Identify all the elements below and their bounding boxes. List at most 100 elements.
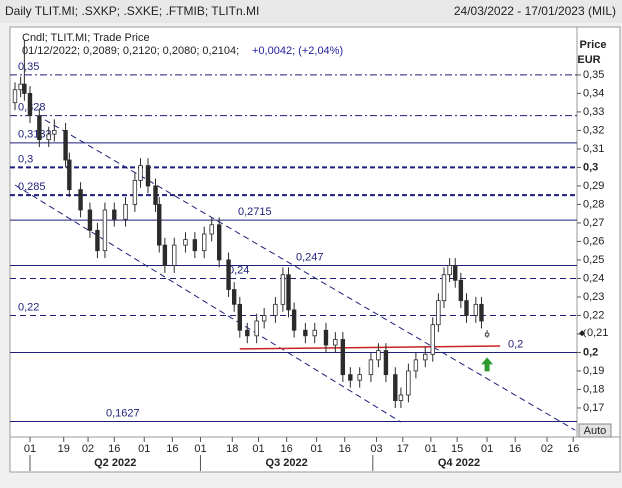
candle-body [22,83,27,94]
auto-button-label[interactable]: Auto [584,425,607,437]
level-label: 0,22 [18,301,39,313]
x-tick-label: 18 [226,443,238,455]
candle-body [441,274,447,302]
candle-body [458,279,464,302]
candle-body [123,204,128,220]
y-tick-label: 0,23 [583,291,604,303]
y-tick-label: 0,29 [583,180,604,192]
x-tick-label: 01 [194,443,206,455]
candle-body [78,189,83,211]
auto-button[interactable] [578,423,612,438]
x-tick-label: 16 [281,443,293,455]
level-label: 0,247 [296,251,324,263]
axis-title: Price [580,39,607,51]
time-axis-area [9,436,621,473]
price-axis-area [576,26,621,438]
y-tick-label: 0,18 [583,383,604,395]
candle-body [183,239,188,246]
quarter-label: Q3 2022 [266,457,308,469]
candle-body [323,329,329,346]
candle-body [453,265,458,281]
candle-body [368,359,374,376]
trendline [44,119,576,431]
x-tick-label: 16 [509,443,521,455]
candle-body [18,83,23,91]
candle-body [157,204,162,246]
candle-body [286,274,291,311]
candle-body [261,315,267,322]
quarter-label: Q4 2022 [438,457,480,469]
candle-body [340,339,346,376]
candle-body [406,370,411,396]
date-range: 24/03/2022 - 17/01/2023 (MIL) [454,4,616,18]
candle-body [312,329,317,337]
candle-body [132,179,138,205]
trendline [239,345,501,350]
candle-body [27,93,33,117]
candle-body [273,303,278,316]
x-tick-label: 02 [541,443,553,455]
y-tick-label: 0,34 [583,87,604,99]
x-tick-label: 03 [370,443,382,455]
level-label: 0,24 [228,264,249,276]
level-label: 0,3133 [18,129,52,141]
x-tick-label: 02 [82,443,94,455]
candle-body [280,274,286,305]
candle-body [112,209,117,220]
x-tick-label: 16 [567,443,579,455]
x-tick-label: 16 [166,443,178,455]
level-label: 0,3 [18,153,33,165]
candle-body [162,244,168,266]
y-tick-label: 0,17 [583,402,604,414]
last-price-bg [586,327,616,340]
candle-body [216,224,222,261]
x-tick-label: 01 [425,443,437,455]
y-tick-label: 0,32 [583,124,604,136]
candle-body [153,185,158,205]
candle-body [430,324,435,355]
trendline [14,184,402,423]
candle-body [479,303,484,322]
candle-body [209,224,214,235]
candle-body [436,300,441,326]
candle-body [447,265,452,276]
quarter-label: Q2 2022 [94,457,136,469]
candle-body [95,229,100,252]
candle-body [202,233,207,252]
level-label: 0,2715 [238,206,272,218]
legend-ohlc: 01/12/2022; 0,2089; 0,2120; 0,2080; 0,21… [22,45,239,57]
candle-body [254,320,259,337]
x-tick-label: 19 [58,443,70,455]
y-tick-label: 0,22 [583,309,604,321]
header-bar [0,0,622,23]
x-tick-label: 17 [397,443,409,455]
level-label: 0,2 [508,338,523,350]
x-tick-label: 01 [481,443,493,455]
y-tick-label: 0,24 [583,272,604,284]
candle-body [192,239,198,252]
candle-body [291,309,297,331]
y-tick-label: 0,2 [583,346,598,358]
candle-body [398,394,404,401]
candle-body [226,259,231,290]
last-price-label: 0,21 [587,327,608,339]
candle-body [393,374,398,401]
candle-body [172,244,177,266]
candle-body [138,165,143,181]
candle-body [413,359,419,372]
candle-body [348,374,353,381]
candle-body [52,130,57,135]
y-tick-label: 0,31 [583,143,604,155]
candle-body [12,89,18,104]
legend-change: +0,0042; (+2,04%) [252,45,343,57]
candle-body [473,303,479,316]
candle-body [333,339,338,346]
candle-body [245,329,250,337]
candle-body [145,165,151,187]
x-tick-label: 16 [108,443,120,455]
x-tick-label: 01 [24,443,36,455]
y-tick-label: 0,26 [583,235,604,247]
level-label: 0,285 [18,181,46,193]
candle-body [37,115,42,141]
